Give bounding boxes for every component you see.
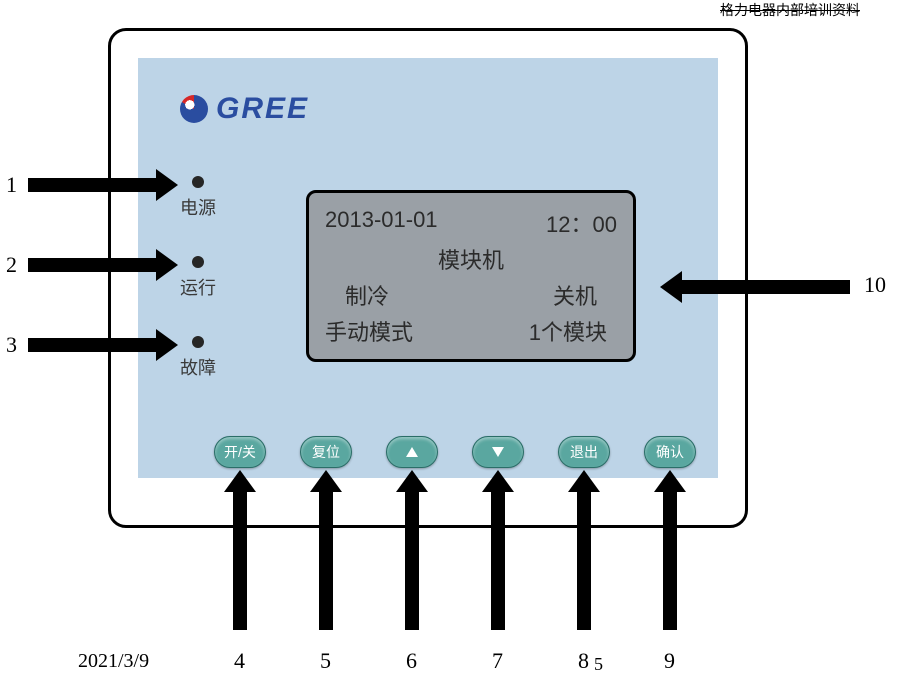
lcd-screen: 2013-01-01 12：00 模块机 制冷 关机 手动模式 1个模块	[306, 190, 636, 362]
led-power-indicator-icon	[192, 176, 204, 188]
callout-number-1: 1	[6, 172, 17, 198]
led-run-indicator-icon	[192, 256, 204, 268]
footer-date: 2021/3/9	[78, 650, 149, 673]
triangle-up-icon	[404, 444, 420, 460]
callout-number-2: 2	[6, 252, 17, 278]
led-power-label: 电源	[178, 194, 218, 220]
reset-button[interactable]: 复位	[300, 436, 352, 468]
callout-arrow-7	[491, 490, 505, 630]
callout-arrow-10	[680, 280, 850, 294]
callout-arrow-4	[233, 490, 247, 630]
lcd-title: 模块机	[438, 243, 504, 275]
up-button[interactable]	[386, 436, 438, 468]
confirm-button[interactable]: 确认	[644, 436, 696, 468]
lcd-row-status: 手动模式 1个模块	[325, 315, 617, 347]
gree-logo: GREE	[180, 92, 309, 126]
callout-number-4: 4	[234, 648, 245, 674]
callout-number-3: 3	[6, 332, 17, 358]
header-strike-text: 格力电器内部培训资料	[720, 0, 860, 20]
led-fault-label: 故障	[178, 354, 218, 380]
callout-arrow-3	[28, 338, 158, 352]
gree-logo-mark-icon	[180, 95, 208, 123]
callout-arrow-9	[663, 490, 677, 630]
lcd-mode-left: 制冷	[325, 279, 389, 311]
callout-number-5: 5	[320, 648, 331, 674]
callout-arrow-5	[319, 490, 333, 630]
led-fault-indicator-icon	[192, 336, 204, 348]
down-button[interactable]	[472, 436, 524, 468]
callout-number-8: 8	[578, 648, 589, 674]
triangle-down-icon	[490, 444, 506, 460]
onoff-button[interactable]: 开/关	[214, 436, 266, 468]
led-fault: 故障	[178, 336, 218, 380]
callout-arrow-8	[577, 490, 591, 630]
footer-page-number: 5	[594, 654, 603, 675]
lcd-row-datetime: 2013-01-01 12：00	[325, 207, 617, 239]
callout-arrow-6	[405, 490, 419, 630]
callout-arrow-1	[28, 178, 158, 192]
callout-arrow-2	[28, 258, 158, 272]
lcd-row-mode: 制冷 关机	[325, 279, 617, 311]
led-run-label: 运行	[178, 274, 218, 300]
lcd-time: 12：00	[546, 207, 617, 239]
gree-logo-text: GREE	[216, 92, 309, 126]
callout-number-6: 6	[406, 648, 417, 674]
lcd-status-left: 手动模式	[325, 315, 413, 347]
led-power: 电源	[178, 176, 218, 220]
led-run: 运行	[178, 256, 218, 300]
lcd-mode-right: 关机	[553, 279, 617, 311]
callout-number-10: 10	[864, 272, 886, 298]
exit-button[interactable]: 退出	[558, 436, 610, 468]
lcd-status-right: 1个模块	[529, 315, 617, 347]
callout-number-9: 9	[664, 648, 675, 674]
callout-number-7: 7	[492, 648, 503, 674]
lcd-date: 2013-01-01	[325, 207, 438, 239]
lcd-row-title: 模块机	[325, 243, 617, 275]
